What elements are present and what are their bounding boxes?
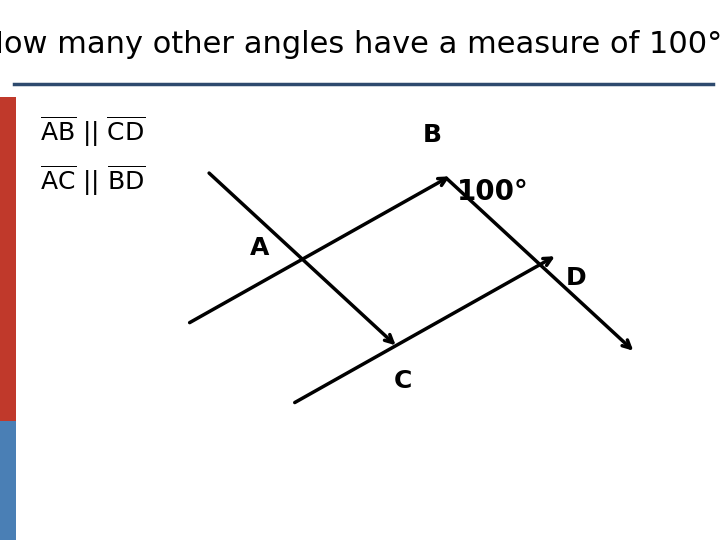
Text: D: D xyxy=(566,266,586,290)
Text: $\overline{\mathregular{AC}}$ || $\overline{\mathregular{BD}}$: $\overline{\mathregular{AC}}$ || $\overl… xyxy=(40,164,145,198)
Text: 100°: 100° xyxy=(457,178,529,206)
Bar xyxy=(0,421,16,540)
Bar xyxy=(0,97,16,421)
Text: B: B xyxy=(423,123,441,147)
Text: A: A xyxy=(250,237,269,260)
Text: C: C xyxy=(394,369,413,393)
Text: How many other angles have a measure of 100°?: How many other angles have a measure of … xyxy=(0,30,720,59)
Text: $\overline{\mathregular{AB}}$ || $\overline{\mathregular{CD}}$: $\overline{\mathregular{AB}}$ || $\overl… xyxy=(40,115,145,150)
